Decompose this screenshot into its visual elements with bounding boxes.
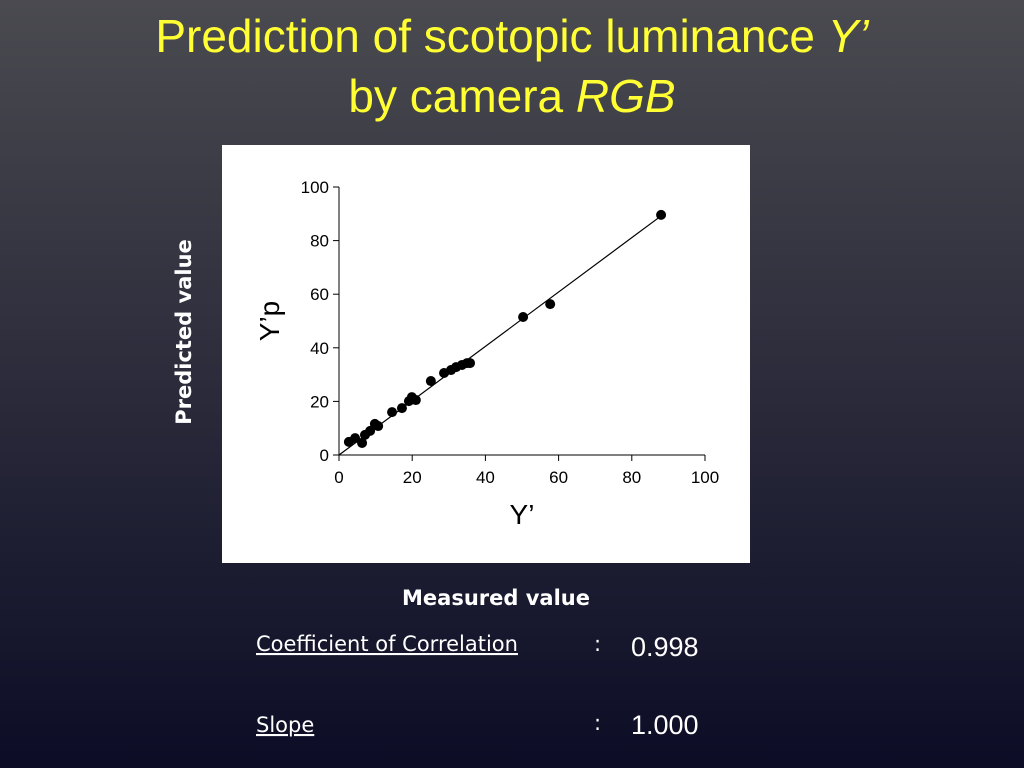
point bbox=[387, 407, 398, 418]
y-caption: Predicted value bbox=[172, 239, 196, 425]
point bbox=[373, 421, 384, 432]
y-tick-label: 100 bbox=[301, 178, 329, 197]
point bbox=[410, 395, 421, 406]
title-line: by camera RGB bbox=[348, 70, 675, 122]
stat-value: 0.998 bbox=[631, 632, 699, 662]
y-axis-label: Y’p bbox=[254, 301, 285, 341]
title-italic: Y’ bbox=[828, 10, 870, 62]
y-tick-label: 60 bbox=[310, 285, 329, 304]
point bbox=[365, 425, 376, 436]
x-tick-label: 0 bbox=[334, 468, 343, 487]
x-tick-label: 20 bbox=[403, 468, 422, 487]
x-tick-label: 100 bbox=[691, 468, 719, 487]
x-axis-label: Y’ bbox=[510, 499, 535, 530]
y-tick-label: 40 bbox=[310, 339, 329, 358]
point bbox=[357, 437, 368, 448]
x-caption: Measured value bbox=[402, 586, 590, 610]
title-text: Prediction of scotopic luminance bbox=[155, 10, 827, 62]
point bbox=[425, 376, 436, 387]
stat-value: 1.000 bbox=[631, 710, 699, 740]
title-italic: RGB bbox=[576, 70, 676, 122]
stat-label: Slope bbox=[256, 713, 314, 737]
x-tick-label: 40 bbox=[476, 468, 495, 487]
y-tick-label: 0 bbox=[320, 446, 329, 465]
y-tick-label: 80 bbox=[310, 232, 329, 251]
title-line: Prediction of scotopic luminance Y’ bbox=[155, 10, 869, 62]
point bbox=[656, 209, 667, 220]
point bbox=[396, 403, 407, 414]
x-tick-label: 80 bbox=[622, 468, 641, 487]
stat-sep: : bbox=[594, 711, 601, 735]
point bbox=[350, 433, 361, 444]
point bbox=[465, 358, 476, 369]
stat-label: Coefficient of Correlation bbox=[256, 632, 518, 656]
x-tick-label: 60 bbox=[549, 468, 568, 487]
title-text: by camera bbox=[348, 70, 576, 122]
plot: 0 20 40 60 80 100 0 20 40 60 80 100 Y’ Y’p bbox=[254, 178, 719, 530]
point bbox=[545, 299, 556, 310]
point bbox=[518, 311, 529, 322]
chart-panel bbox=[222, 145, 750, 563]
y-tick-label: 20 bbox=[310, 392, 329, 411]
stat-sep: : bbox=[594, 632, 601, 656]
